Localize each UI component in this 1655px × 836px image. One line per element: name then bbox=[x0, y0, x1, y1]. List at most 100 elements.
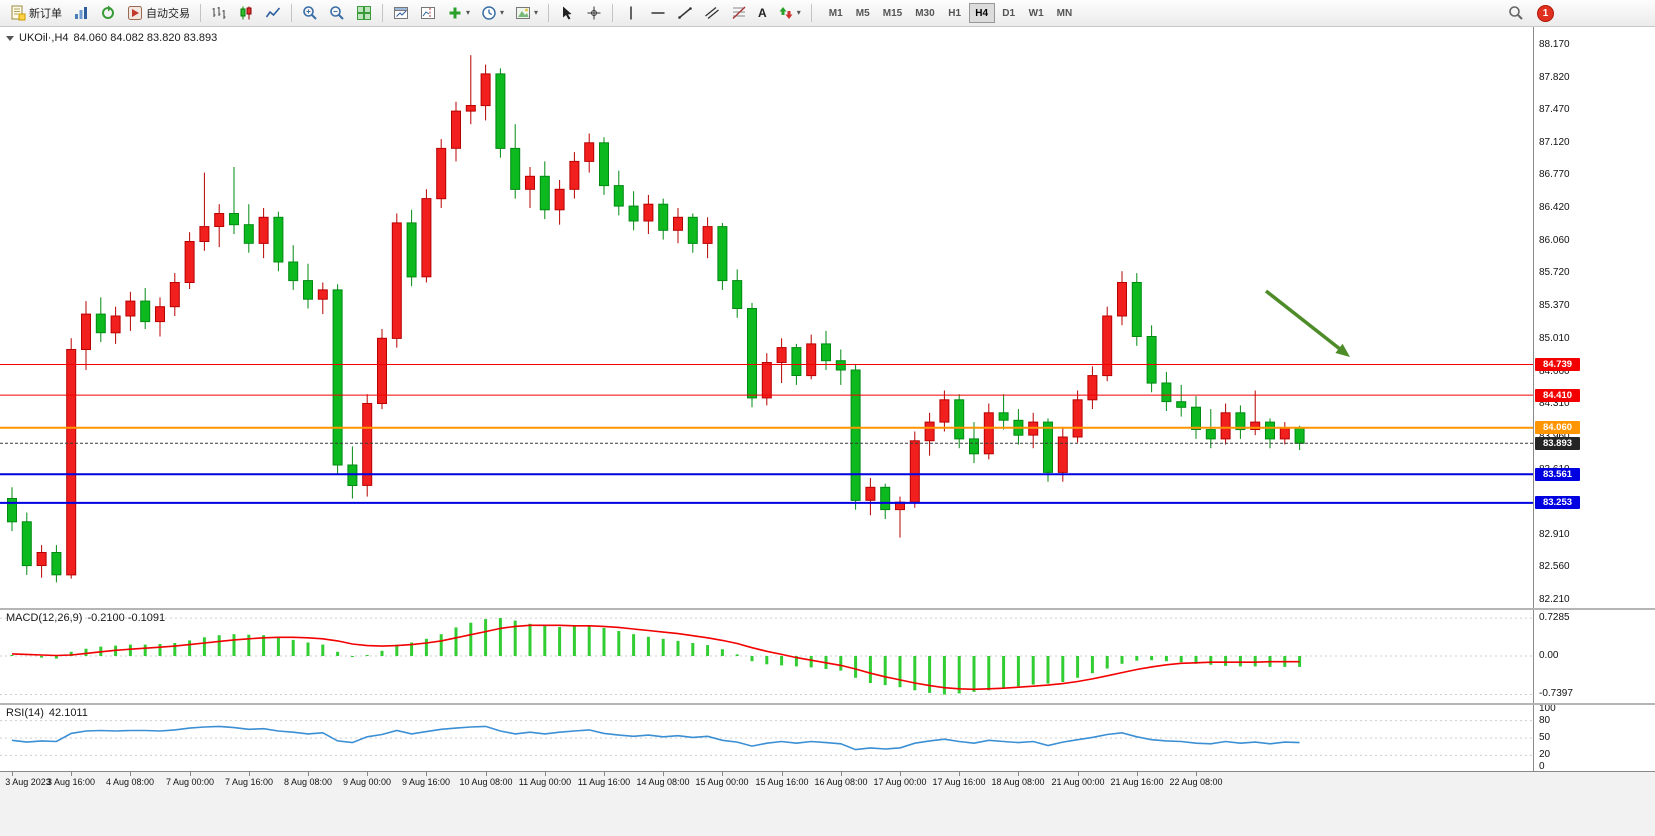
fibonacci-tool-button[interactable] bbox=[726, 2, 752, 24]
template-button[interactable]: ▾ bbox=[510, 2, 543, 24]
time-label: 7 Aug 16:00 bbox=[224, 777, 274, 787]
bar-chart-mode-button[interactable] bbox=[206, 2, 232, 24]
time-tick bbox=[12, 772, 13, 776]
time-label: 16 Aug 08:00 bbox=[814, 777, 868, 787]
new-order-label: 新订单 bbox=[29, 8, 62, 20]
panel-separator[interactable] bbox=[0, 703, 1655, 705]
vertical-line-tool-button[interactable] bbox=[618, 2, 644, 24]
time-tick bbox=[367, 772, 368, 776]
arrows-tool-button[interactable]: ▾ bbox=[773, 2, 806, 24]
price-tag-84.060: 84.060 bbox=[1535, 421, 1580, 434]
new-chart-button[interactable] bbox=[388, 2, 414, 24]
time-label: 3 Aug 16:00 bbox=[46, 777, 96, 787]
tile-windows-icon bbox=[357, 6, 371, 20]
timeframe-button-M30[interactable]: M30 bbox=[909, 3, 940, 23]
trendline-tool-button[interactable] bbox=[672, 2, 698, 24]
horizontal-line-tool-button[interactable] bbox=[645, 2, 671, 24]
chart-ohlc-values: 84.060 84.082 83.820 83.893 bbox=[73, 32, 218, 44]
price-axis-label: 88.170 bbox=[1539, 39, 1570, 50]
time-tick bbox=[1196, 772, 1197, 776]
timeframe-button-M1[interactable]: M1 bbox=[823, 3, 849, 23]
horizontal-line-icon bbox=[651, 12, 665, 14]
time-tick bbox=[722, 772, 723, 776]
market-watch-button[interactable] bbox=[68, 2, 94, 24]
time-label: 14 Aug 08:00 bbox=[636, 777, 690, 787]
rsi-plot[interactable] bbox=[0, 705, 1533, 776]
autotrading-icon bbox=[128, 6, 142, 20]
trendline-icon bbox=[678, 7, 692, 19]
time-tick bbox=[663, 772, 664, 776]
timeframe-button-MN[interactable]: MN bbox=[1051, 3, 1079, 23]
price-chart-plot[interactable] bbox=[0, 27, 1533, 613]
price-tag-83.253: 83.253 bbox=[1535, 496, 1580, 509]
timeframe-button-H4[interactable]: H4 bbox=[968, 3, 995, 23]
price-chart-panel[interactable]: UKOil·,H4 84.060 84.082 83.820 83.893 88… bbox=[0, 27, 1655, 608]
time-tick bbox=[782, 772, 783, 776]
chart-shift-button[interactable] bbox=[415, 2, 441, 24]
vertical-line-icon bbox=[630, 6, 632, 20]
timeframe-button-M5[interactable]: M5 bbox=[850, 3, 876, 23]
price-axis[interactable]: 88.170 87.820 87.470 87.120 86.770 86.420 86.0… bbox=[1533, 27, 1655, 608]
time-tick bbox=[900, 772, 901, 776]
refresh-button[interactable] bbox=[95, 2, 121, 24]
candlestick-icon bbox=[240, 6, 252, 20]
macd-axis-label: 0.7285 bbox=[1539, 612, 1570, 623]
zoom-out-button[interactable] bbox=[324, 2, 350, 24]
channel-tool-button[interactable] bbox=[699, 2, 725, 24]
price-tag-84.410: 84.410 bbox=[1535, 389, 1580, 402]
add-indicator-button[interactable]: ▾ bbox=[442, 2, 475, 24]
channel-icon bbox=[705, 6, 719, 20]
timeframe-button-M15[interactable]: M15 bbox=[877, 3, 908, 23]
caret-down-icon: ▾ bbox=[500, 8, 505, 17]
panel-separator[interactable] bbox=[0, 608, 1655, 610]
crosshair-tool-button[interactable] bbox=[581, 2, 607, 24]
macd-signal-line bbox=[11, 624, 1300, 691]
rsi-value: 42.1011 bbox=[48, 707, 88, 719]
rsi-title: RSI(14) 42.1011 bbox=[6, 707, 88, 719]
price-axis-label: 83.960 bbox=[1539, 431, 1570, 443]
toolbar-separator bbox=[200, 4, 201, 22]
chart-menu-icon[interactable] bbox=[6, 35, 14, 45]
macd-panel[interactable]: MACD(12,26,9) -0.2100 -0.1091 0.7285 0.00… bbox=[0, 610, 1655, 703]
panel-separator bbox=[0, 771, 1655, 772]
bar-chart-icon bbox=[212, 7, 226, 19]
new-chart-window-icon bbox=[394, 7, 408, 19]
rsi-axis-label: 20 bbox=[1539, 749, 1551, 760]
time-label: 9 Aug 00:00 bbox=[342, 777, 392, 787]
rsi-axis[interactable]: 100 80 50 20 0 bbox=[1533, 703, 1655, 772]
refresh-icon bbox=[102, 5, 114, 19]
text-tool-button[interactable]: A bbox=[753, 2, 772, 24]
time-label: 4 Aug 08:00 bbox=[105, 777, 155, 787]
timeframe-button-D1[interactable]: D1 bbox=[996, 3, 1022, 23]
candlestick-mode-button[interactable] bbox=[233, 2, 259, 24]
rsi-panel[interactable]: RSI(14) 42.1011 100 80 50 20 0 bbox=[0, 703, 1655, 772]
toolbar-separator bbox=[291, 4, 292, 22]
autotrading-button[interactable]: 自动交易 bbox=[122, 2, 195, 24]
annotation-arrow-head bbox=[1335, 343, 1350, 357]
time-label: 18 Aug 08:00 bbox=[991, 777, 1045, 787]
market-watch-icon bbox=[75, 7, 87, 19]
cursor-icon bbox=[563, 6, 572, 20]
cursor-tool-button[interactable] bbox=[554, 2, 580, 24]
zoom-in-button[interactable] bbox=[297, 2, 323, 24]
notification-badge[interactable]: 1 bbox=[1537, 4, 1554, 22]
price-tag-83.893: 83.893 bbox=[1535, 437, 1580, 450]
search-button[interactable] bbox=[1503, 2, 1529, 24]
time-tick bbox=[841, 772, 842, 776]
crosshair-icon bbox=[587, 6, 601, 20]
annotation-arrow-shaft[interactable] bbox=[1264, 289, 1345, 354]
price-axis-label: 87.470 bbox=[1539, 104, 1570, 115]
macd-plot[interactable] bbox=[0, 610, 1533, 708]
time-label: 8 Aug 08:00 bbox=[283, 777, 333, 787]
macd-axis[interactable]: 0.7285 0.00 -0.7397 bbox=[1533, 610, 1655, 703]
time-axis[interactable]: 3 Aug 2023 3 Aug 16:00 4 Aug 08:00 7 Aug 00… bbox=[0, 772, 1655, 836]
timeframe-button-H1[interactable]: H1 bbox=[942, 3, 968, 23]
tile-windows-button[interactable] bbox=[351, 2, 377, 24]
zoom-out-icon bbox=[330, 6, 344, 20]
line-chart-mode-button[interactable] bbox=[260, 2, 286, 24]
time-tick bbox=[249, 772, 250, 776]
timeframe-button-W1[interactable]: W1 bbox=[1023, 3, 1050, 23]
period-button[interactable]: ▾ bbox=[476, 2, 509, 24]
new-order-button[interactable]: 新订单 bbox=[5, 2, 67, 24]
